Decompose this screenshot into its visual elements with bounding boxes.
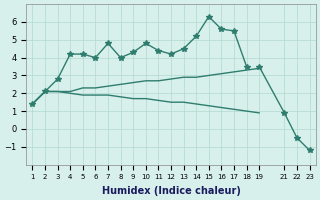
X-axis label: Humidex (Indice chaleur): Humidex (Indice chaleur): [101, 186, 240, 196]
